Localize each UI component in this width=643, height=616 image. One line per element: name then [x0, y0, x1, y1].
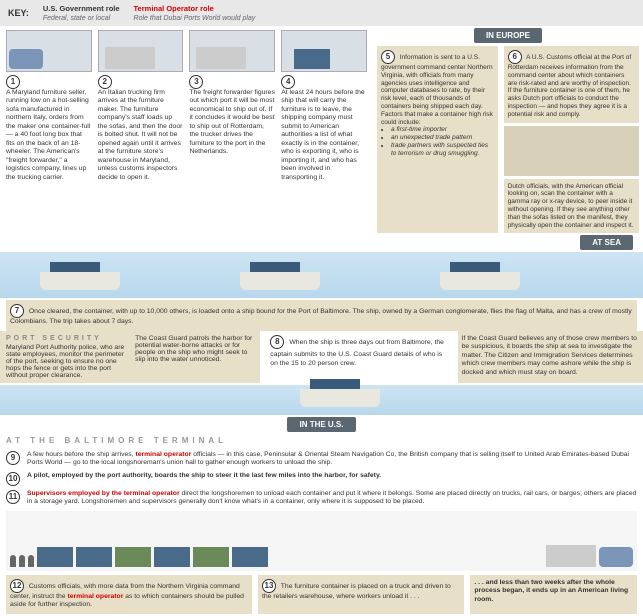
- key-label: KEY:: [8, 8, 29, 18]
- badge-6: 6: [508, 50, 522, 64]
- step-10-text: A pilot, employed by the port authority,…: [27, 472, 381, 479]
- s9a: A few hours before the ship arrives,: [27, 451, 135, 458]
- customs-image: [504, 126, 639, 176]
- person-icon: [28, 555, 34, 567]
- step-6-box: 6 A U.S. Customs official at the Port of…: [504, 46, 639, 123]
- badge-4: 4: [281, 75, 295, 89]
- container-icon: [232, 547, 268, 567]
- s11a: Supervisors employed by the terminal ope…: [27, 490, 180, 497]
- s9b: terminal operator: [135, 451, 191, 458]
- container-icon: [37, 547, 73, 567]
- badge-7: 7: [10, 304, 24, 318]
- badge-9: 9: [6, 451, 20, 465]
- step-4: 4 At least 24 hours before the ship that…: [281, 30, 367, 182]
- step-11: 11 Supervisors employed by the terminal …: [0, 488, 643, 509]
- port-security-header: PORT SECURITY: [6, 335, 125, 342]
- step-13-box: 13 The furniture container is placed on …: [258, 575, 464, 614]
- step-2: 2 An Italian trucking firm arrives at th…: [98, 30, 184, 182]
- step-4-text: At least 24 hours before the ship that w…: [281, 89, 367, 182]
- container-yard-image: [6, 511, 637, 571]
- baltimore-header: AT THE BALTIMORE TERMINAL: [0, 432, 643, 449]
- key-gov-sub: Federal, state or local: [43, 15, 110, 22]
- step-1-image: [6, 30, 92, 72]
- badge-3: 3: [189, 75, 203, 89]
- sea-band-2: [0, 385, 643, 415]
- step-9: 9 A few hours before the ship arrives, t…: [0, 449, 643, 470]
- step-5-list: a first-time importer an unexpected trad…: [391, 126, 494, 157]
- step-7-text: Once cleared, the container, with up to …: [10, 308, 632, 325]
- sea-band-1: [0, 252, 643, 298]
- ship-icon: [240, 272, 320, 290]
- badge-8: 8: [270, 335, 284, 349]
- badge-13: 13: [262, 579, 276, 593]
- step-3-text: The freight forwarder figures out which …: [189, 89, 275, 157]
- step-13-text: The furniture container is placed on a t…: [262, 583, 451, 600]
- badge-5: 5: [381, 50, 395, 64]
- step-5-text: Information is sent to a U.S. government…: [381, 54, 493, 126]
- container-icon: [115, 547, 151, 567]
- badge-11: 11: [6, 490, 20, 504]
- person-icon: [10, 555, 16, 567]
- step-4-image: [281, 30, 367, 72]
- badge-2: 2: [98, 75, 112, 89]
- step-2-text: An Italian trucking firm arrives at the …: [98, 89, 184, 182]
- list-item: an unexpected trade pattern: [391, 134, 494, 142]
- badge-12: 12: [10, 579, 24, 593]
- key-term-role: Terminal Operator role: [134, 4, 214, 13]
- step-7-box: 7 Once cleared, the container, with up t…: [6, 300, 637, 330]
- sea-tab: AT SEA: [580, 235, 633, 250]
- ship-icon: [40, 272, 120, 290]
- ship-icon: [440, 272, 520, 290]
- step-5-box: 5 Information is sent to a U.S. governme…: [377, 46, 498, 233]
- step-1-text: A Maryland furniture seller, running low…: [6, 89, 92, 182]
- list-item: a first-time importer: [391, 126, 494, 134]
- container-icon: [193, 547, 229, 567]
- step-8-text: When the ship is three days out from Bal…: [270, 339, 444, 367]
- step-10: 10 A pilot, employed by the port authori…: [0, 470, 643, 488]
- step-2-image: [98, 30, 184, 72]
- step-8b-box: If the Coast Guard believes any of those…: [458, 331, 643, 383]
- us-tab: IN THE U.S.: [287, 417, 355, 432]
- container-icon: [76, 547, 112, 567]
- ship-icon: [300, 389, 380, 407]
- step-3-image: [189, 30, 275, 72]
- port-security-box: PORT SECURITY Maryland Port Authority po…: [0, 331, 260, 383]
- europe-tab: IN EUROPE: [474, 28, 542, 43]
- step-14-text: . . . and less than two weeks after the …: [474, 579, 628, 603]
- steps-1-4-row: 1 A Maryland furniture seller, running l…: [0, 26, 373, 186]
- container-icon: [154, 547, 190, 567]
- badge-10: 10: [6, 472, 20, 486]
- step-6-text: A U.S. Customs official at the Port of R…: [508, 54, 631, 118]
- step-1: 1 A Maryland furniture seller, running l…: [6, 30, 92, 182]
- step-6b-box: Dutch officials, with the American offic…: [504, 179, 639, 234]
- sofa-icon: [599, 547, 633, 567]
- step-12-box: 12 Customs officials, with more data fro…: [6, 575, 252, 614]
- step-6b-text: Dutch officials, with the American offic…: [508, 183, 634, 229]
- port-p2: The Coast Guard patrols the harbor for p…: [135, 335, 254, 363]
- port-p1: Maryland Port Authority police, who are …: [6, 344, 125, 379]
- truck-icon: [546, 545, 596, 567]
- step-3: 3 The freight forwarder figures out whic…: [189, 30, 275, 182]
- badge-1: 1: [6, 75, 20, 89]
- key-bar: KEY: U.S. Government role Federal, state…: [0, 0, 643, 26]
- key-gov-role: U.S. Government role: [43, 4, 120, 13]
- step-8b-text: If the Coast Guard believes any of those…: [462, 335, 637, 376]
- list-item: trade partners with suspected ties to te…: [391, 142, 494, 158]
- s12b: terminal operator: [67, 593, 123, 600]
- step-14-box: . . . and less than two weeks after the …: [470, 575, 637, 614]
- person-icon: [19, 555, 25, 567]
- key-term-sub: Role that Dubai Ports World would play: [134, 15, 256, 22]
